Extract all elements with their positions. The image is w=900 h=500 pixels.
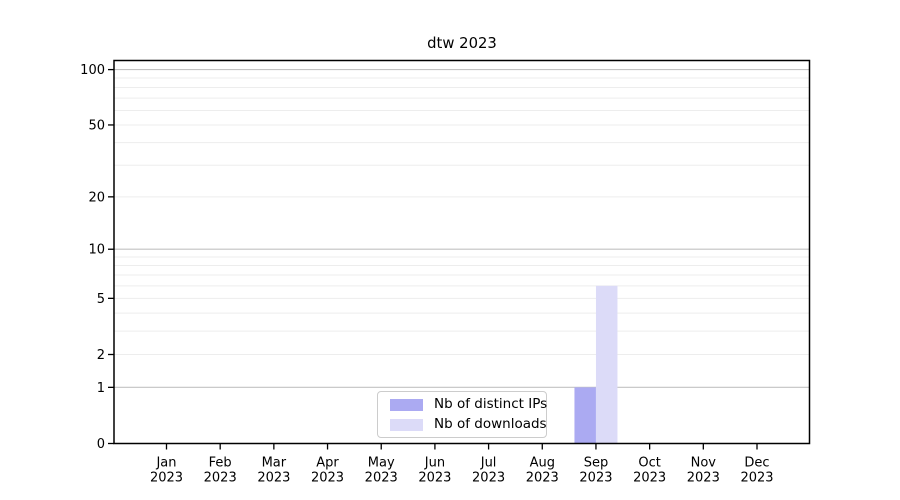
y-tick-label: 100 [80, 63, 105, 78]
y-tick-label: 10 [88, 243, 105, 258]
y-tick-label: 1 [97, 381, 105, 396]
x-tick-label-month: Jun [424, 456, 445, 471]
x-tick-label-year: 2023 [257, 471, 290, 486]
x-tick-label-year: 2023 [579, 471, 612, 486]
x-tick-label-month: Apr [316, 456, 339, 471]
x-tick-label-year: 2023 [526, 471, 559, 486]
x-tick-label-year: 2023 [204, 471, 237, 486]
bar-distinct-ips [574, 387, 596, 444]
y-tick-label: 0 [97, 437, 105, 452]
axes-frame [113, 59, 811, 445]
x-tick-label-month: Jan [155, 456, 176, 471]
x-tick-label-month: Dec [744, 456, 769, 471]
legend-item-distinct-ips: Nb of distinct IPs [390, 396, 548, 412]
y-tick-label: 5 [97, 292, 105, 307]
x-tick-label-year: 2023 [311, 471, 344, 486]
x-tick-label-year: 2023 [740, 471, 773, 486]
x-tick-label-month: Oct [638, 456, 660, 471]
x-tick-label-year: 2023 [633, 471, 666, 486]
chart-title: dtw 2023 [427, 35, 497, 52]
x-tick-label-month: Nov [691, 456, 717, 471]
x-tick-label-month: Sep [584, 456, 609, 471]
x-tick-label-month: Feb [209, 456, 232, 471]
y-tick-label: 20 [88, 190, 105, 205]
x-tick-label-year: 2023 [365, 471, 398, 486]
x-tick-label-year: 2023 [687, 471, 720, 486]
x-tick-label-month: Jul [480, 456, 497, 471]
x-tick-label-year: 2023 [418, 471, 451, 486]
legend: Nb of distinct IPs Nb of downloads [377, 391, 547, 438]
legend-label-distinct-ips: Nb of distinct IPs [434, 396, 548, 412]
y-tick-label: 50 [88, 118, 105, 133]
legend-swatch-distinct-ips [390, 398, 423, 411]
x-tick-label-year: 2023 [150, 471, 183, 486]
y-tick-label: 2 [97, 348, 105, 363]
x-tick-label-month: Mar [262, 456, 287, 471]
legend-label-downloads: Nb of downloads [434, 416, 547, 432]
x-tick-label-month: Aug [530, 456, 555, 471]
x-tick-label-month: May [368, 456, 395, 471]
bar-downloads [595, 285, 618, 444]
legend-item-downloads: Nb of downloads [390, 416, 547, 432]
x-tick-label-year: 2023 [472, 471, 505, 486]
legend-swatch-downloads [390, 418, 423, 431]
